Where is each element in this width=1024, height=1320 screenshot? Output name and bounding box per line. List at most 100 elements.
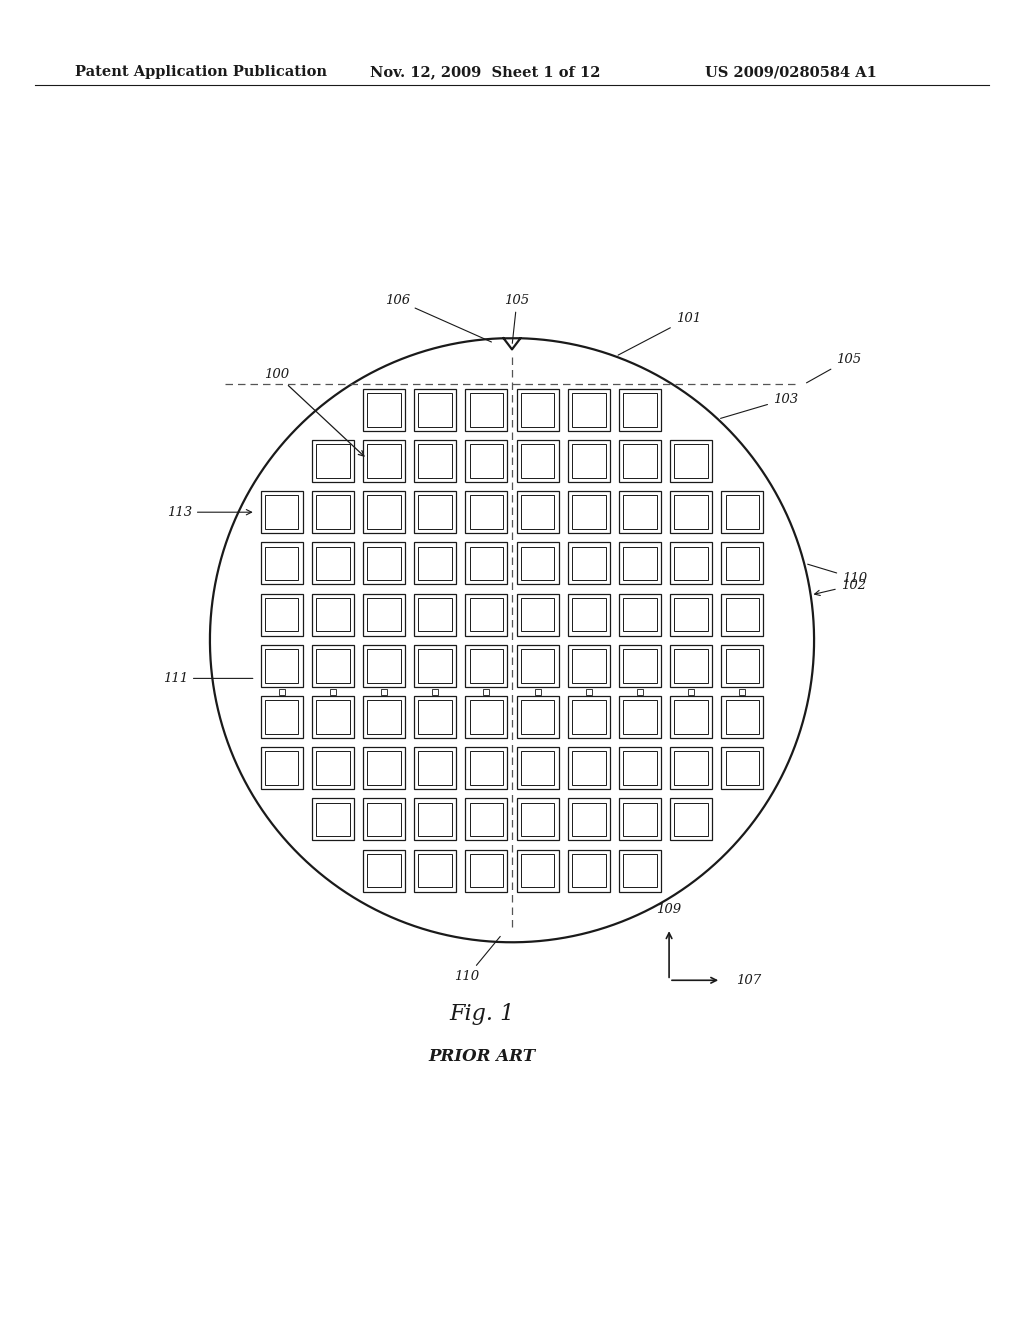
Bar — [419, 445, 452, 478]
Bar — [722, 543, 764, 585]
Bar — [414, 850, 456, 891]
Bar — [368, 751, 400, 785]
Bar — [618, 799, 662, 841]
Bar — [364, 644, 406, 686]
Bar — [414, 799, 456, 841]
Bar — [470, 393, 503, 426]
Bar — [470, 546, 503, 581]
Bar — [726, 546, 759, 581]
Bar — [688, 689, 694, 694]
Text: 111: 111 — [163, 672, 253, 685]
Bar — [364, 491, 406, 533]
Bar — [675, 649, 708, 682]
Bar — [419, 546, 452, 581]
Bar — [618, 389, 662, 430]
Bar — [671, 696, 713, 738]
Bar — [368, 700, 400, 734]
Bar — [470, 751, 503, 785]
Bar — [586, 689, 592, 694]
Bar — [465, 799, 508, 841]
Bar — [572, 546, 605, 581]
Bar — [419, 598, 452, 631]
Bar — [671, 543, 713, 585]
Bar — [368, 803, 400, 836]
Bar — [521, 393, 554, 426]
Bar — [261, 543, 303, 585]
Bar — [521, 649, 554, 682]
Bar — [624, 598, 656, 631]
Bar — [414, 389, 456, 430]
Bar — [567, 696, 609, 738]
Bar — [419, 854, 452, 887]
Bar — [470, 854, 503, 887]
Text: 110: 110 — [808, 564, 867, 585]
Bar — [312, 696, 354, 738]
Bar — [726, 495, 759, 529]
Bar — [312, 543, 354, 585]
Bar — [381, 689, 387, 694]
Bar — [675, 445, 708, 478]
Bar — [517, 696, 559, 738]
Bar — [618, 491, 662, 533]
Bar — [722, 747, 764, 789]
Bar — [265, 700, 298, 734]
Bar — [567, 747, 609, 789]
Bar — [419, 649, 452, 682]
Bar — [572, 649, 605, 682]
Bar — [364, 696, 406, 738]
Bar — [261, 696, 303, 738]
Bar — [470, 700, 503, 734]
Bar — [618, 594, 662, 636]
Bar — [312, 644, 354, 686]
Bar — [618, 440, 662, 482]
Bar — [567, 543, 609, 585]
Bar — [722, 696, 764, 738]
Bar — [726, 649, 759, 682]
Text: 105: 105 — [807, 352, 861, 383]
Bar — [572, 393, 605, 426]
Bar — [624, 495, 656, 529]
Bar — [368, 546, 400, 581]
Bar — [368, 854, 400, 887]
Bar — [316, 751, 349, 785]
Bar — [572, 803, 605, 836]
Bar — [624, 546, 656, 581]
Bar — [465, 440, 508, 482]
Text: 110: 110 — [455, 936, 501, 983]
Text: 103: 103 — [721, 392, 798, 418]
Bar — [312, 799, 354, 841]
Bar — [414, 491, 456, 533]
Bar — [517, 491, 559, 533]
Bar — [432, 689, 438, 694]
Bar — [470, 598, 503, 631]
Bar — [330, 689, 336, 694]
Bar — [414, 440, 456, 482]
Bar — [739, 689, 745, 694]
Bar — [572, 598, 605, 631]
Bar — [624, 445, 656, 478]
Bar — [567, 389, 609, 430]
Bar — [567, 594, 609, 636]
Bar — [316, 649, 349, 682]
Text: 109: 109 — [656, 903, 682, 916]
Bar — [567, 440, 609, 482]
Bar — [364, 543, 406, 585]
Bar — [624, 393, 656, 426]
Bar — [265, 751, 298, 785]
Bar — [671, 644, 713, 686]
Bar — [618, 850, 662, 891]
Bar — [675, 751, 708, 785]
Bar — [675, 700, 708, 734]
Bar — [316, 598, 349, 631]
Bar — [671, 747, 713, 789]
Text: 107: 107 — [736, 974, 761, 987]
Bar — [261, 491, 303, 533]
Bar — [517, 543, 559, 585]
Bar — [618, 747, 662, 789]
Text: 101: 101 — [618, 312, 700, 355]
Bar — [470, 649, 503, 682]
Bar — [671, 491, 713, 533]
Text: Patent Application Publication: Patent Application Publication — [75, 65, 327, 79]
Bar — [521, 751, 554, 785]
Bar — [624, 803, 656, 836]
